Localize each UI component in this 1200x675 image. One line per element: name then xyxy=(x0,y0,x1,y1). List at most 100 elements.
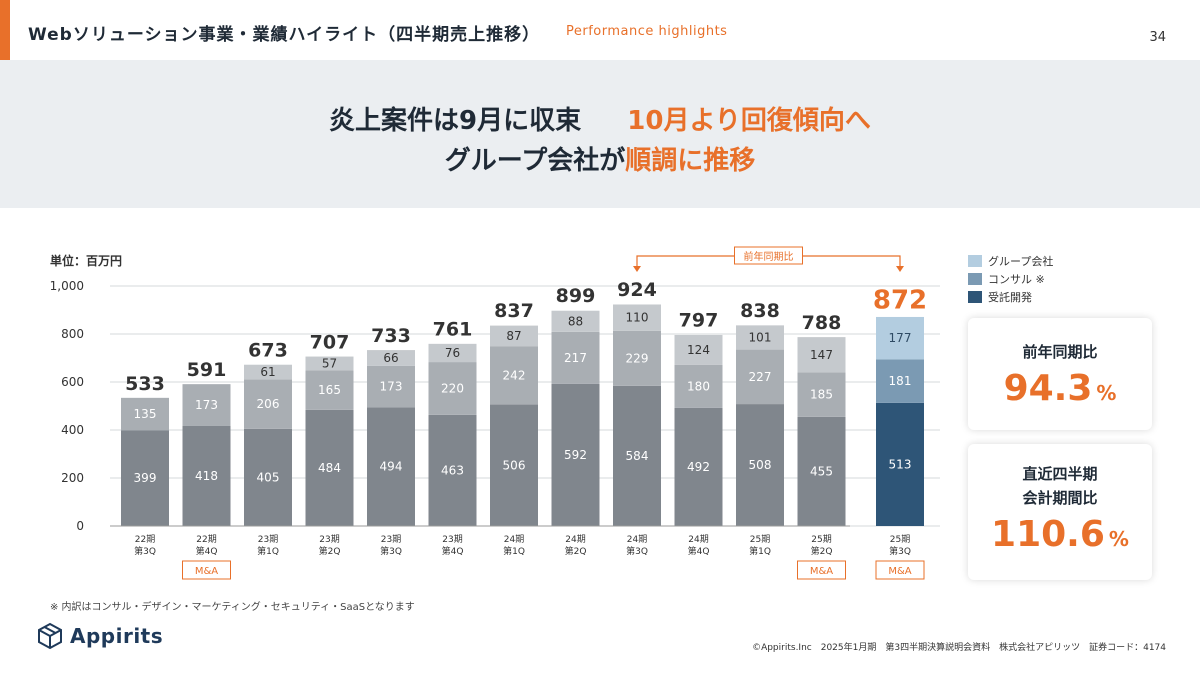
data-label: 135 xyxy=(134,407,157,421)
data-label: 418 xyxy=(195,469,218,483)
legend-label: 受託開発 xyxy=(988,291,1032,304)
total-label: 591 xyxy=(187,359,227,381)
total-label: 838 xyxy=(740,300,780,322)
data-label: 399 xyxy=(134,471,157,485)
x-tick-label: 24期 xyxy=(688,534,708,545)
footnote: ※ 内訳はコンサル・デザイン・マーケティング・セキュリティ・SaaSとなります xyxy=(50,602,415,613)
data-label: 242 xyxy=(503,369,526,383)
bar-segment xyxy=(613,385,661,526)
headline-line-1: 炎上案件は9月に収束 10月より回復傾向へ xyxy=(0,100,1200,137)
comparison-label: 前年同期比 xyxy=(744,250,794,263)
x-tick-label: 第1Q xyxy=(749,545,771,557)
kpi-unit: % xyxy=(1108,527,1129,551)
data-label: 66 xyxy=(383,351,398,365)
bar-segment xyxy=(305,356,354,371)
x-tick-label: 第2Q xyxy=(319,545,341,557)
data-label: 484 xyxy=(318,461,341,475)
legend-item: グループ会社 xyxy=(968,252,1053,270)
y-tick-label: 600 xyxy=(61,375,84,389)
total-label: 788 xyxy=(802,312,842,334)
x-tick-label: 第4Q xyxy=(442,545,464,557)
data-label: 220 xyxy=(441,381,464,395)
x-tick-label: 第4Q xyxy=(688,545,710,557)
kpi-value: 110.6% xyxy=(968,514,1152,555)
legend-swatch xyxy=(968,291,982,303)
headline-text: グループ会社が xyxy=(444,146,626,176)
x-tick-label: 第1Q xyxy=(257,545,279,557)
total-label: 797 xyxy=(679,310,719,332)
legend-swatch xyxy=(968,273,982,285)
kpi-label: 前年同期比 xyxy=(1022,343,1098,361)
bar-segment xyxy=(876,402,924,526)
bar-segment xyxy=(797,337,846,373)
kpi-value: 94.3% xyxy=(968,368,1152,409)
y-tick-label: 1,000 xyxy=(50,279,84,293)
data-label: 110 xyxy=(626,311,649,325)
x-tick-label: 24期 xyxy=(627,534,647,545)
ma-badge xyxy=(875,560,925,580)
kpi-number: 110.6 xyxy=(991,514,1105,555)
unit-label: 単位：百万円 xyxy=(50,254,123,268)
data-label: 124 xyxy=(687,343,710,357)
x-tick-label: 25期 xyxy=(811,534,831,545)
x-tick-label: 第3Q xyxy=(626,545,648,557)
kpi-number: 94.3 xyxy=(1003,368,1093,409)
company-logo: Appirits xyxy=(36,622,163,650)
yoy-kpi-card: 前年同期比 94.3% xyxy=(968,318,1152,430)
cube-logo-icon xyxy=(38,622,62,650)
data-label: 180 xyxy=(687,379,710,393)
bar-segment xyxy=(121,397,169,431)
data-label: 492 xyxy=(687,460,710,474)
x-tick-label: 25期 xyxy=(890,534,910,545)
data-label: 101 xyxy=(749,330,772,344)
data-label: 173 xyxy=(195,398,218,412)
bar-segment xyxy=(428,414,477,526)
headline-highlight: 10月より回復傾向へ xyxy=(627,106,871,136)
data-label: 61 xyxy=(260,365,275,379)
total-label: 837 xyxy=(494,300,534,322)
data-label: 229 xyxy=(626,351,649,365)
bar-segment xyxy=(797,372,846,417)
legend-item: コンサル ※ xyxy=(968,270,1053,288)
kpi-label-line: 直近四半期 xyxy=(1022,465,1098,483)
headline-text: 炎上案件は9月に収束 xyxy=(329,106,582,136)
bar-segment xyxy=(367,350,415,366)
data-label: 165 xyxy=(318,383,341,397)
bar-segment xyxy=(490,325,538,347)
headline-banner: 炎上案件は9月に収束 10月より回復傾向へ グループ会社が順調に推移 xyxy=(0,60,1200,208)
bar-segment xyxy=(182,425,231,526)
data-label: 513 xyxy=(889,457,912,471)
headline-line-2: グループ会社が順調に推移 xyxy=(0,140,1200,177)
header-accent-bar xyxy=(0,0,10,60)
header: Webソリューション事業・業績ハイライト（四半期売上推移） Performanc… xyxy=(0,0,1200,60)
x-tick-label: 第3Q xyxy=(889,545,911,557)
x-tick-label: 25期 xyxy=(750,534,770,545)
ma-badge-label: M&A xyxy=(888,566,911,577)
data-label: 584 xyxy=(626,449,649,463)
bar-segment xyxy=(244,428,292,526)
headline-highlight: 順調に推移 xyxy=(625,146,756,176)
total-label: 733 xyxy=(371,325,411,347)
bar-segment xyxy=(876,359,924,403)
ma-badge-label: M&A xyxy=(195,566,218,577)
bar-segment xyxy=(551,383,600,526)
logo-text: Appirits xyxy=(70,624,164,648)
total-label: 761 xyxy=(433,318,473,340)
bar-segment xyxy=(797,416,846,526)
data-label: 181 xyxy=(889,374,912,388)
bar-segment xyxy=(367,365,415,408)
bar-segment xyxy=(674,334,723,365)
y-tick-label: 400 xyxy=(61,423,84,437)
legend-swatch xyxy=(968,255,982,267)
total-label: 924 xyxy=(617,279,657,301)
bar-segment xyxy=(305,409,354,526)
data-label: 173 xyxy=(380,380,403,394)
x-tick-label: 24期 xyxy=(504,534,524,545)
page-title: Webソリューション事業・業績ハイライト（四半期売上推移） xyxy=(28,25,541,45)
data-label: 177 xyxy=(889,331,912,345)
bar-segment xyxy=(428,362,477,415)
data-label: 76 xyxy=(445,346,460,360)
data-label: 206 xyxy=(257,397,280,411)
bar-segment xyxy=(736,325,784,350)
